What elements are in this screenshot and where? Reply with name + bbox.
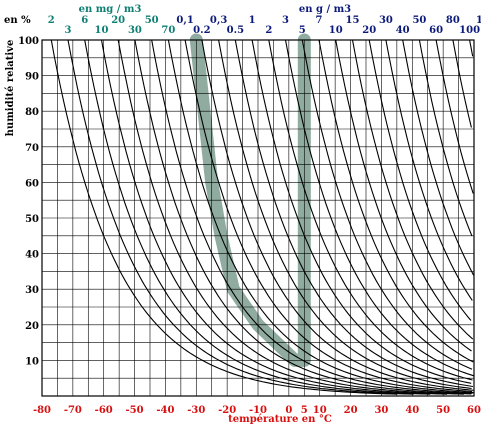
y-tick-label: 40 [25,250,39,261]
x-tick-label: 50 [436,405,450,416]
curve-line [67,39,414,395]
curve-line [418,39,473,237]
chart-grid [42,40,474,396]
x-tick-label: 40 [405,405,419,416]
x-axis-ticks: -80 -70 -60 -50 -40 -30 -20 -10 0 5 10 20 30 40 50 60 [33,405,481,416]
y-tick-label: 60 [25,178,39,189]
curve-top-label: 60 [429,25,443,36]
mg-unit-label: en mg / m3 [79,4,142,15]
x-tick-label: 30 [374,405,388,416]
curve-top-label: 120 [476,15,481,26]
x-tick-label: -80 [33,405,51,416]
curve-top-label: 0,3 [210,15,227,26]
absolute-humidity-curves [50,39,475,395]
curve-line [201,39,474,391]
y-axis-ticks: 10 20 30 40 50 60 70 80 90 100 [18,36,39,367]
curve-line [234,39,473,388]
curve-top-label: 30 [379,15,393,26]
curve-top-label: 20 [111,15,125,26]
curve-top-label: 0,1 [176,15,193,26]
curve-line [351,39,474,340]
curve-top-label: 2 [265,25,272,36]
y-tick-label: 80 [25,107,39,118]
curve-top-label: 50 [145,15,159,26]
x-tick-label: 0 [285,405,292,416]
y-tick-label: 20 [25,321,39,332]
curve-line [469,39,474,57]
curve-top-label: 30 [128,25,142,36]
x-tick-label: 60 [467,405,481,416]
x-tick-label: -70 [64,405,82,416]
curve-line [402,39,475,276]
x-tick-label: -50 [126,405,144,416]
y-tick-label: 100 [18,36,39,47]
curve-top-label: 50 [412,15,426,26]
x-tick-label: 10 [313,405,327,416]
curve-line [301,39,473,370]
curve-line [452,39,472,128]
curve-top-label: 0.5 [227,25,244,36]
y-tick-label: 50 [25,214,39,225]
curve-top-label: 2 [48,15,55,26]
plot-border [41,39,475,397]
curve-top-label: 10 [329,25,343,36]
x-axis-title: température en °C [228,414,332,425]
x-tick-label: 5 [301,405,308,416]
y-tick-label: 70 [25,143,39,154]
curve-top-label: 7 [316,15,323,26]
plot-frame [41,39,475,397]
curve-top-label: 5 [299,25,306,36]
x-tick-label: -20 [218,405,236,416]
curve-top-label: 100 [459,25,480,36]
curve-top-label: 80 [446,15,460,26]
curve-line [435,39,474,194]
curve-line [284,39,474,377]
curve-line [268,39,473,381]
curve-line [184,39,473,393]
curve-top-label: 3 [65,25,72,36]
y-tick-label: 90 [25,72,39,83]
curve-line [218,39,472,390]
x-tick-label: -60 [95,405,113,416]
curve-top-label: 3 [282,15,289,26]
curve-top-label: 0.2 [193,25,210,36]
curve-line [385,39,473,301]
curve-line [368,39,472,321]
y-tick-label: 30 [25,285,39,296]
curve-line [167,39,474,394]
top-curve-labels: 23610203050700,10.20,30.5123571015203040… [48,15,481,36]
curve-top-label: 1 [249,15,256,26]
curve-line [117,39,464,395]
curve-line [151,39,473,394]
y-axis-title: humidité relative [5,40,16,137]
x-tick-label: -10 [249,405,267,416]
x-tick-label: 20 [344,405,358,416]
curve-line [50,39,397,395]
curve-top-label: 6 [81,15,88,26]
curve-top-label: 70 [161,25,175,36]
curve-top-label: 20 [362,25,376,36]
curve-line [100,39,448,395]
curve-top-label: 40 [396,25,410,36]
curve-top-label: 15 [346,15,360,26]
y-unit-label: en % [4,15,31,26]
curve-top-label: 10 [94,25,108,36]
curve-line [134,39,472,395]
curve-line [318,39,474,363]
g-unit-label: en g / m3 [299,4,351,15]
curve-line [84,39,431,395]
x-tick-label: -30 [187,405,205,416]
curve-line [335,39,472,352]
x-tick-label: -40 [156,405,174,416]
y-tick-label: 10 [25,356,39,367]
curve-line [251,39,472,384]
